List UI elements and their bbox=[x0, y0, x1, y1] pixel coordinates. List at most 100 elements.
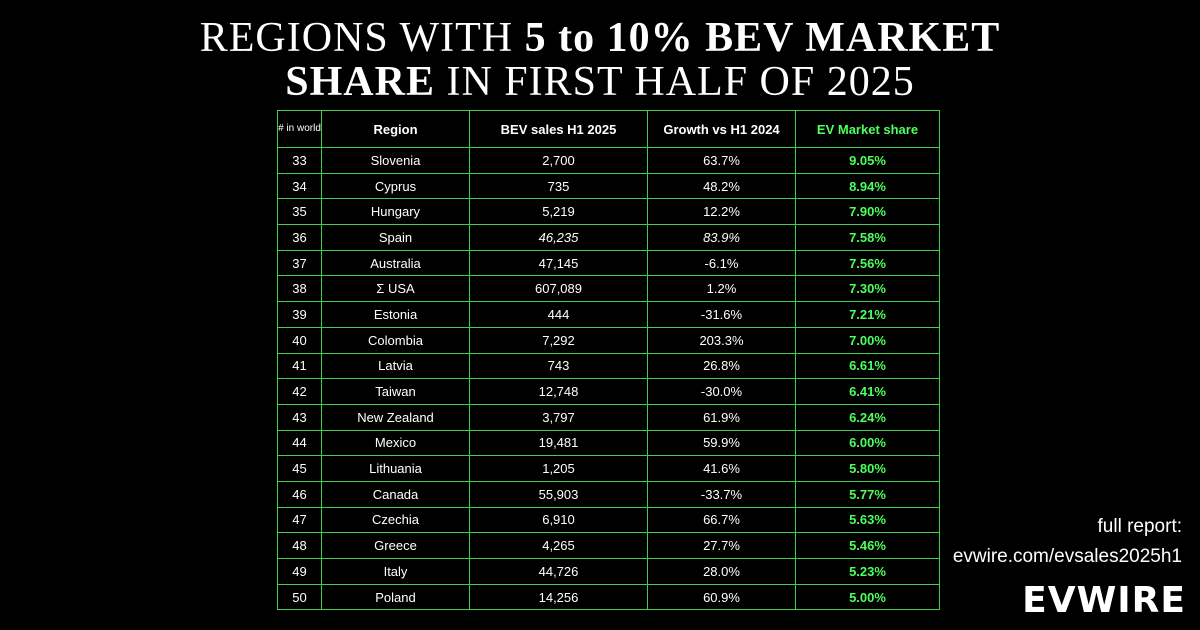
cell-rank: 35 bbox=[277, 198, 322, 226]
cell-region: Canada bbox=[321, 480, 470, 508]
cell-growth: 26.8% bbox=[647, 352, 796, 380]
cell-growth: 59.9% bbox=[647, 429, 796, 457]
cell-share: 7.00% bbox=[795, 326, 940, 354]
cell-sales: 46,235 bbox=[469, 224, 648, 251]
cell-sales: 12,748 bbox=[469, 378, 648, 405]
cell-rank: 44 bbox=[277, 429, 322, 457]
table-row: 45 Lithuania 1,205 41.6% 5.80% bbox=[277, 455, 940, 482]
cell-region: Spain bbox=[321, 224, 470, 251]
cell-region: Σ USA bbox=[321, 275, 470, 303]
cell-rank: 48 bbox=[277, 532, 322, 559]
cell-rank: 36 bbox=[277, 224, 322, 251]
table-body: 33 Slovenia 2,700 63.7% 9.05% 34 Cyprus 735 48.2… bbox=[277, 147, 940, 611]
cell-region: Cyprus bbox=[321, 172, 470, 200]
table-row: 39 Estonia 444 -31.6% 7.21% bbox=[277, 301, 940, 328]
cell-growth: 66.7% bbox=[647, 506, 796, 534]
report-url[interactable]: evwire.com/evsales2025h1 bbox=[952, 546, 1182, 567]
title-line-2: SHARE IN FIRST HALF OF 2025 bbox=[285, 59, 915, 105]
cell-growth: -30.0% bbox=[647, 378, 796, 405]
table-row: 50 Poland 14,256 60.9% 5.00% bbox=[277, 583, 940, 611]
cell-rank: 47 bbox=[277, 506, 322, 534]
cell-sales: 6,910 bbox=[469, 506, 648, 534]
cell-growth: 12.2% bbox=[647, 198, 796, 226]
cell-sales: 743 bbox=[469, 352, 648, 380]
cell-growth: 61.9% bbox=[647, 403, 796, 431]
cell-region: New Zealand bbox=[321, 403, 470, 431]
cell-share: 5.23% bbox=[795, 558, 940, 585]
cell-sales: 3,797 bbox=[469, 403, 648, 431]
cell-rank: 41 bbox=[277, 352, 322, 380]
header-sales: BEV sales H1 2025 bbox=[469, 110, 648, 148]
cell-share: 9.05% bbox=[795, 147, 940, 174]
cell-rank: 34 bbox=[277, 172, 322, 200]
table-row: 33 Slovenia 2,700 63.7% 9.05% bbox=[277, 147, 940, 174]
cell-rank: 38 bbox=[277, 275, 322, 303]
header-rank: # in world bbox=[277, 110, 322, 148]
cell-share: 5.77% bbox=[795, 480, 940, 508]
cell-share: 5.00% bbox=[795, 583, 940, 611]
cell-region: Estonia bbox=[321, 301, 470, 328]
header-growth: Growth vs H1 2024 bbox=[647, 110, 796, 148]
cell-growth: 63.7% bbox=[647, 147, 796, 174]
cell-sales: 607,089 bbox=[469, 275, 648, 303]
table-row: 34 Cyprus 735 48.2% 8.94% bbox=[277, 172, 940, 200]
cell-sales: 735 bbox=[469, 172, 648, 200]
table-row: 44 Mexico 19,481 59.9% 6.00% bbox=[277, 429, 940, 457]
cell-sales: 2,700 bbox=[469, 147, 648, 174]
cell-region: Australia bbox=[321, 249, 470, 277]
cell-share: 6.24% bbox=[795, 403, 940, 431]
cell-sales: 1,205 bbox=[469, 455, 648, 482]
cell-sales: 5,219 bbox=[469, 198, 648, 226]
cell-region: Greece bbox=[321, 532, 470, 559]
cell-rank: 42 bbox=[277, 378, 322, 405]
cell-region: Latvia bbox=[321, 352, 470, 380]
cell-share: 5.63% bbox=[795, 506, 940, 534]
cell-sales: 14,256 bbox=[469, 583, 648, 611]
cell-rank: 40 bbox=[277, 326, 322, 354]
cell-share: 6.00% bbox=[795, 429, 940, 457]
cell-region: Mexico bbox=[321, 429, 470, 457]
cell-region: Hungary bbox=[321, 198, 470, 226]
cell-growth: -6.1% bbox=[647, 249, 796, 277]
cell-share: 5.46% bbox=[795, 532, 940, 559]
table-row: 35 Hungary 5,219 12.2% 7.90% bbox=[277, 198, 940, 226]
cell-region: Slovenia bbox=[321, 147, 470, 174]
title-line-1: REGIONS WITH 5 to 10% BEV MARKET bbox=[199, 15, 1001, 61]
table-row: 46 Canada 55,903 -33.7% 5.77% bbox=[277, 480, 940, 508]
cell-rank: 39 bbox=[277, 301, 322, 328]
cell-rank: 37 bbox=[277, 249, 322, 277]
table-row: 38 Σ USA 607,089 1.2% 7.30% bbox=[277, 275, 940, 303]
cell-growth: 60.9% bbox=[647, 583, 796, 611]
cell-rank: 45 bbox=[277, 455, 322, 482]
cell-rank: 49 bbox=[277, 558, 322, 585]
cell-growth: 41.6% bbox=[647, 455, 796, 482]
evwire-logo: EVWIRE bbox=[1022, 580, 1186, 621]
cell-sales: 47,145 bbox=[469, 249, 648, 277]
cell-share: 7.30% bbox=[795, 275, 940, 303]
cell-growth: 28.0% bbox=[647, 558, 796, 585]
table-row: 36 Spain 46,235 83.9% 7.58% bbox=[277, 224, 940, 251]
table-row: 43 New Zealand 3,797 61.9% 6.24% bbox=[277, 403, 940, 431]
table-row: 49 Italy 44,726 28.0% 5.23% bbox=[277, 558, 940, 585]
table-row: 42 Taiwan 12,748 -30.0% 6.41% bbox=[277, 378, 940, 405]
table-row: 47 Czechia 6,910 66.7% 5.63% bbox=[277, 506, 940, 534]
cell-sales: 19,481 bbox=[469, 429, 648, 457]
header-region: Region bbox=[321, 110, 470, 148]
cell-region: Taiwan bbox=[321, 378, 470, 405]
table-row: 37 Australia 47,145 -6.1% 7.56% bbox=[277, 249, 940, 277]
cell-share: 7.21% bbox=[795, 301, 940, 328]
cell-region: Czechia bbox=[321, 506, 470, 534]
cell-share: 5.80% bbox=[795, 455, 940, 482]
cell-sales: 55,903 bbox=[469, 480, 648, 508]
cell-region: Italy bbox=[321, 558, 470, 585]
cell-growth: -31.6% bbox=[647, 301, 796, 328]
report-label: full report: bbox=[1097, 516, 1182, 537]
cell-growth: 83.9% bbox=[647, 224, 796, 251]
cell-share: 7.90% bbox=[795, 198, 940, 226]
cell-share: 7.56% bbox=[795, 249, 940, 277]
cell-region: Lithuania bbox=[321, 455, 470, 482]
cell-rank: 33 bbox=[277, 147, 322, 174]
table-header-row: # in world Region BEV sales H1 2025 Grow… bbox=[277, 110, 940, 148]
cell-growth: 48.2% bbox=[647, 172, 796, 200]
cell-growth: 203.3% bbox=[647, 326, 796, 354]
